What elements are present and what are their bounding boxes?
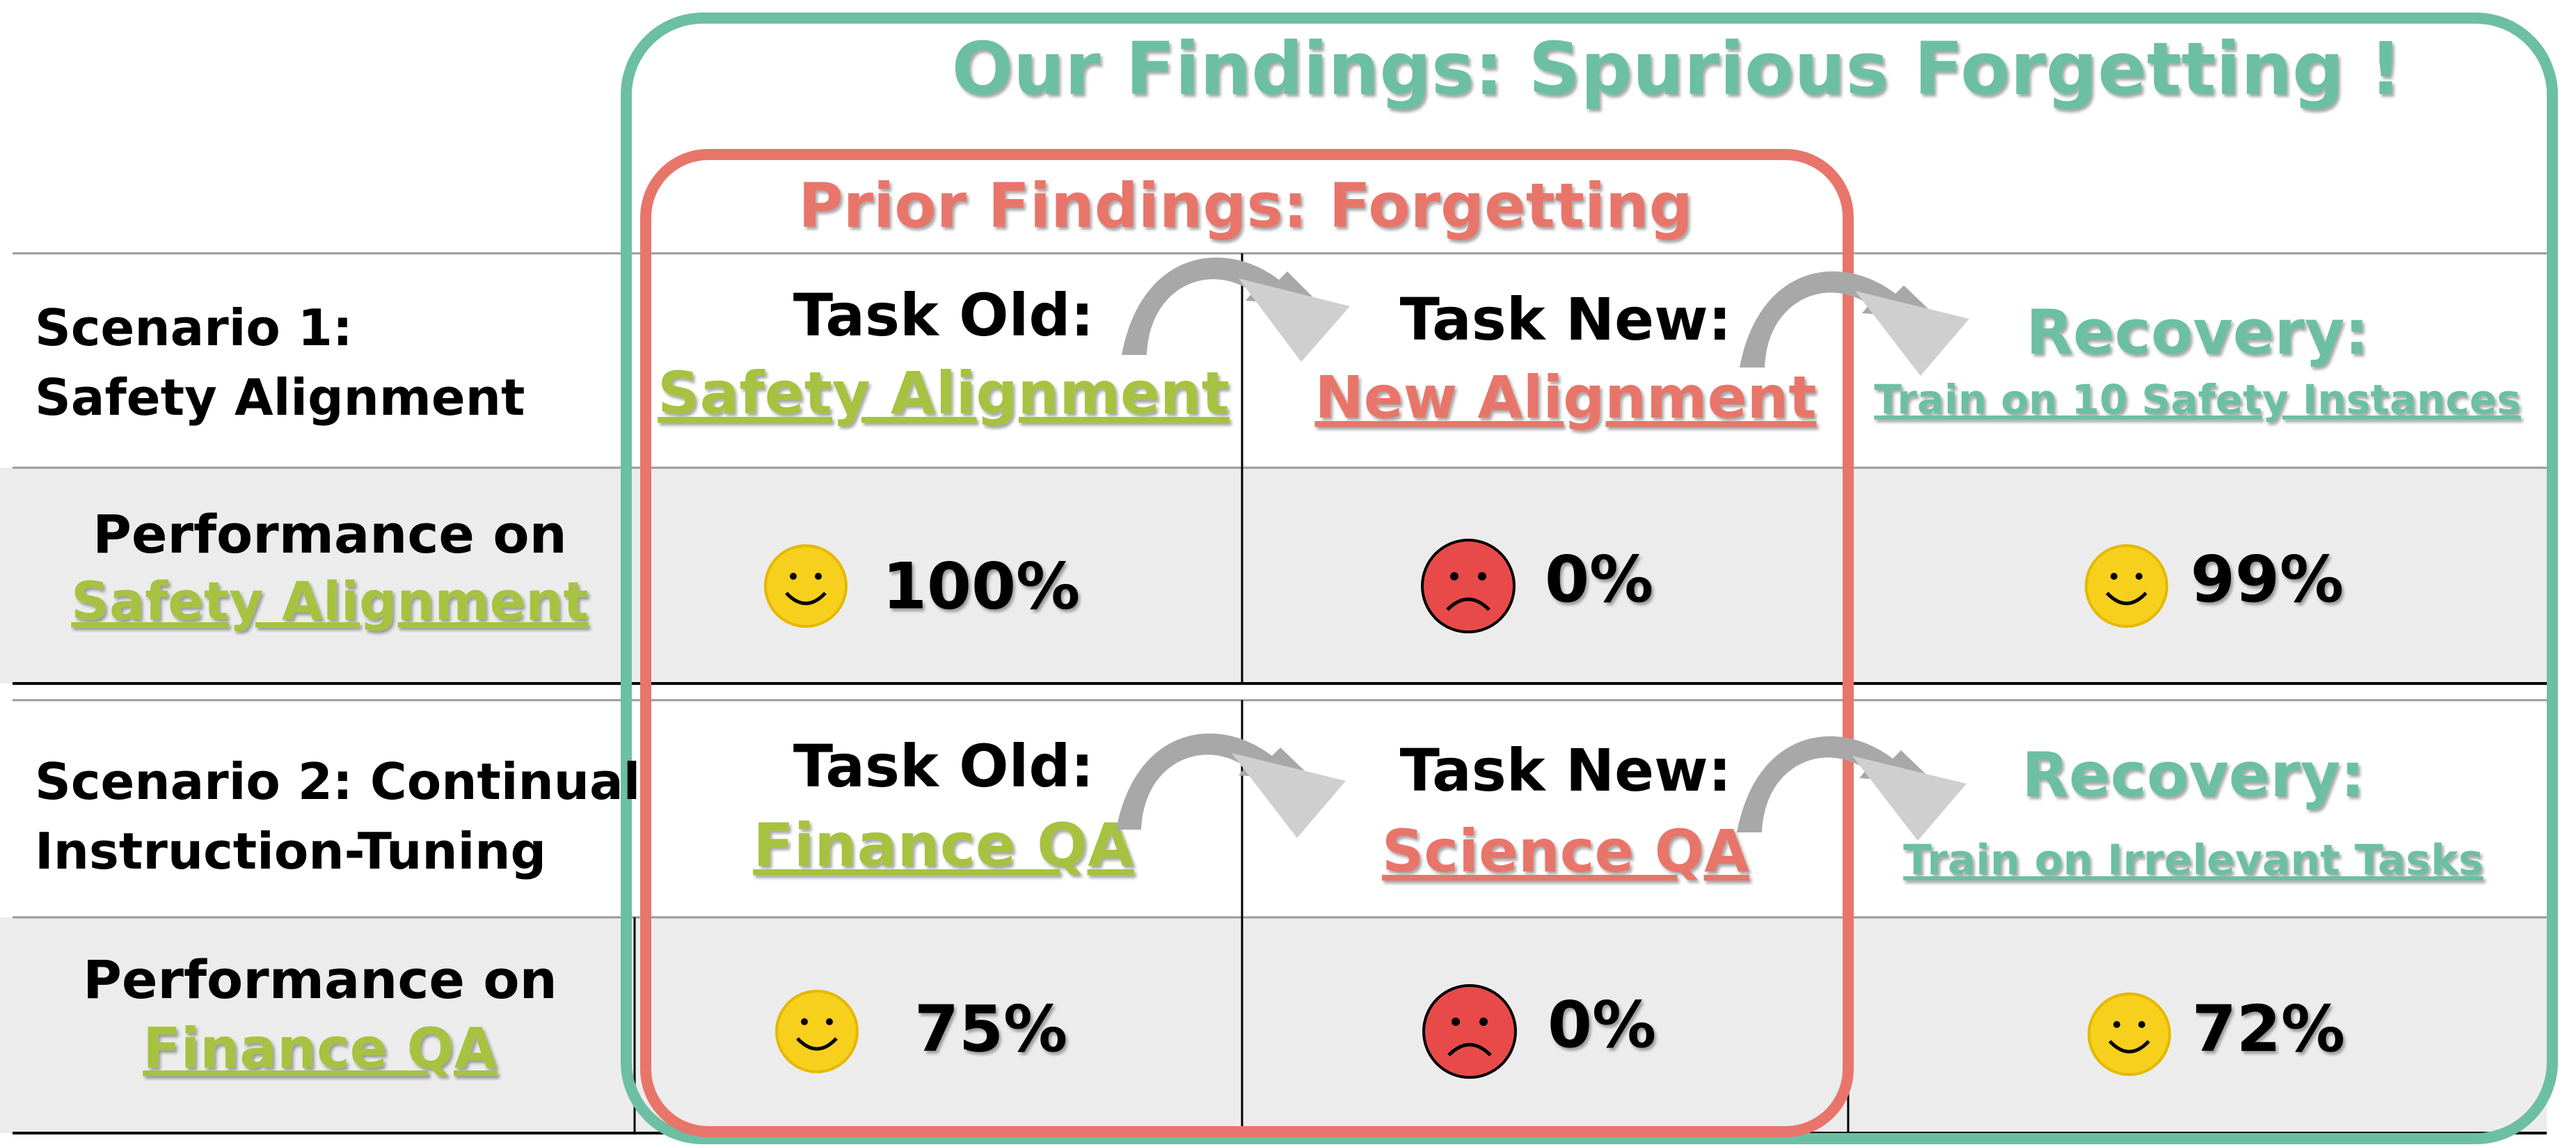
scenario1-perf-recovery: 99% [2191, 542, 2344, 617]
scenario2-perf-recovery: 72% [2192, 992, 2345, 1066]
prior-findings-title: Prior Findings: Forgetting [798, 170, 1693, 242]
scenario2-task-old-heading: Task Old: [793, 732, 1094, 800]
curved-arrow-head [1852, 756, 1966, 841]
scenario2-arrow-old-to-new [1116, 733, 1346, 838]
smiley-face-icon [764, 544, 848, 628]
scenario2-perf-old: 75% [914, 992, 1067, 1066]
scenario2-label-line2: Instruction-Tuning [35, 822, 546, 880]
scenario2-arrow-new-to-recovery [1737, 736, 1966, 841]
scenario1-perf-old: 100% [882, 549, 1080, 624]
scenario1-arrow-new-to-recovery [1740, 271, 1969, 376]
curved-arrow-head [1232, 753, 1346, 838]
curved-arrow-head [1239, 278, 1350, 362]
scenario2-task-new-heading: Task New: [1400, 736, 1732, 805]
scenario1-perf-new: 0% [1545, 542, 1653, 617]
scenario1-task-new-heading: Task New: [1400, 285, 1732, 354]
smiley-face-icon [775, 990, 859, 1073]
scenario2-recovery-detail: Train on Irrelevant Tasks [1903, 836, 2483, 885]
our-findings-frame [621, 13, 2558, 1144]
sad-face-icon [1421, 539, 1516, 633]
scenario2-recovery-heading: Recovery: [2021, 739, 2364, 811]
scenario2-label-line1: Scenario 2: Continual [35, 752, 640, 811]
scenario1-arrow-old-to-new [1122, 257, 1350, 362]
scenario1-label-line2: Safety Alignment [35, 368, 525, 427]
prior-findings-frame [640, 149, 1854, 1137]
scenario1-recovery-heading: Recovery: [2026, 296, 2369, 368]
scenario2-performance-label-line2: Finance QA [143, 1016, 498, 1081]
scenario2-task-new-name: Science QA [1382, 817, 1749, 885]
our-findings-title: Our Findings: Spurious Forgetting ! [952, 26, 2403, 111]
scenario2-task-old-name: Finance QA [753, 811, 1134, 880]
smiley-face-icon [2088, 992, 2171, 1076]
scenario2-perf-new: 0% [1548, 988, 1656, 1062]
scenario1-task-old-name: Safety Alignment [658, 359, 1230, 427]
scenario1-performance-label-line2: Safety Alignment [71, 570, 589, 632]
curved-arrow-head [1855, 291, 1969, 376]
curved-arrow-icon [1116, 733, 1315, 830]
scenario1-recovery-detail: Train on 10 Safety Instances [1874, 376, 2521, 423]
sad-face-icon [1422, 984, 1517, 1079]
smiley-face-icon [2085, 544, 2168, 628]
scenario1-task-new-name: New Alignment [1314, 363, 1816, 432]
curved-arrow-icon [1737, 736, 1936, 832]
curved-arrow-icon [1740, 271, 1939, 367]
curved-arrow-icon [1122, 257, 1322, 355]
scenario2-performance-label-line1: Performance on [83, 949, 557, 1011]
scenario1-label-line1: Scenario 1: [35, 299, 353, 357]
scenario1-performance-label-line1: Performance on [93, 503, 566, 565]
scenario1-task-old-heading: Task Old: [793, 281, 1094, 349]
